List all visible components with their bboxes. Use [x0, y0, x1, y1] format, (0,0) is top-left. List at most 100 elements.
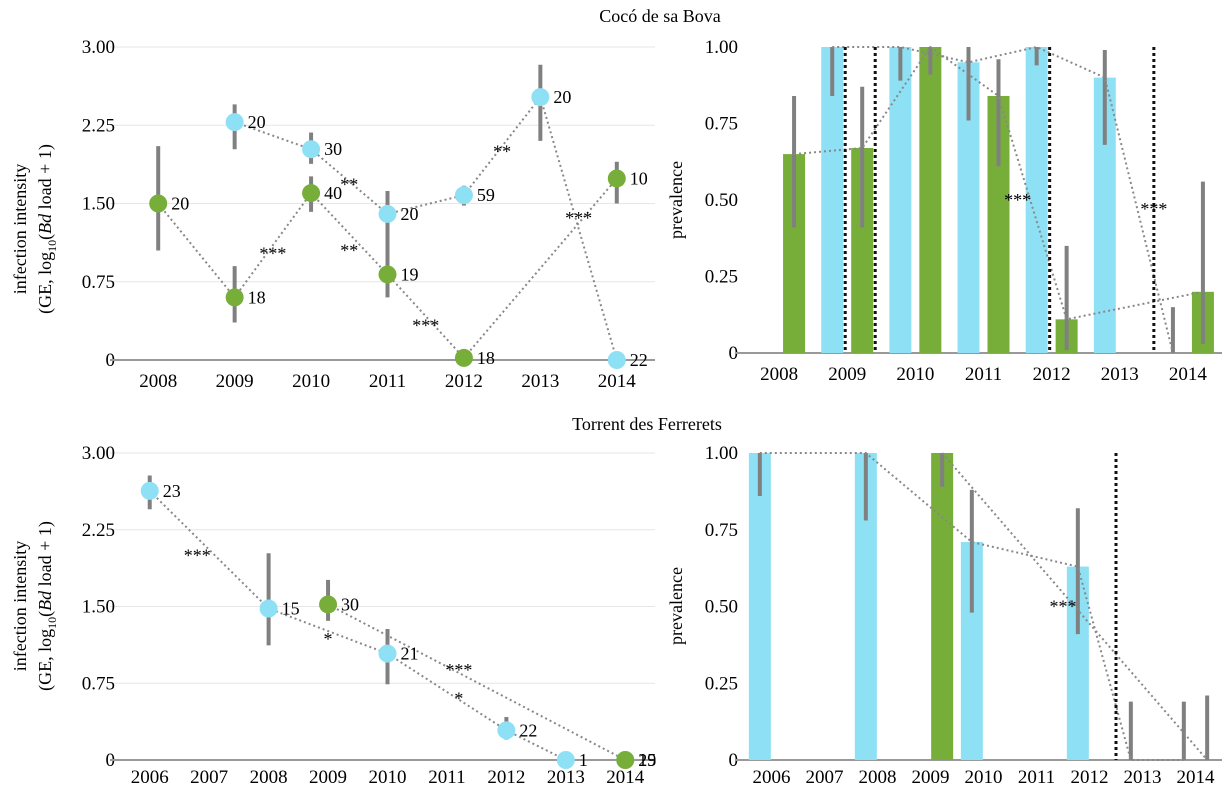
ytick-label: 0.75: [82, 673, 115, 694]
point-blue: [531, 88, 550, 107]
xtick-label: 2009: [912, 767, 950, 788]
significance-label: ***: [412, 316, 439, 336]
ytick-label: 1.00: [705, 37, 738, 58]
data-label: 59: [477, 185, 495, 205]
ytick-label: 3.00: [82, 37, 115, 58]
trend-line-green: [157, 177, 618, 360]
significance-label: **: [340, 175, 358, 195]
xtick-label: 2011: [965, 364, 1002, 385]
ytick-label: 0.50: [705, 190, 738, 211]
xtick-label: 2013: [1124, 767, 1162, 788]
ylabel-intensity-top: infection intensity (GE, log10(Bd load +…: [10, 144, 59, 314]
point-blue: [378, 204, 397, 223]
bar-blue: [960, 542, 983, 760]
trend-line-blue: [832, 45, 1174, 354]
data-label: 10: [630, 168, 648, 188]
ytick-label: 0.25: [705, 267, 738, 288]
bar-green: [851, 147, 874, 353]
ylabel-line1: infection intensity: [10, 541, 30, 671]
bar-blue: [889, 47, 912, 353]
ytick-label: 0.75: [705, 114, 738, 135]
data-label: 18: [248, 287, 266, 307]
significance-label: *: [324, 629, 333, 649]
data-label: 20: [171, 194, 189, 214]
point-green: [607, 169, 626, 188]
xtick-label: 2010: [369, 767, 407, 788]
bar-blue: [1093, 77, 1116, 353]
xtick-label: 2010: [965, 767, 1003, 788]
bar-blue: [1025, 47, 1048, 353]
significance-label: ***: [445, 660, 472, 680]
bar-green: [931, 453, 954, 760]
significance-label: ***: [184, 545, 211, 565]
xtick-label: 2008: [760, 364, 798, 385]
data-label: 15: [638, 750, 656, 770]
data-label: 22: [519, 720, 537, 740]
point-green: [225, 288, 244, 307]
data-label: 1: [579, 750, 588, 770]
data-label: 29: [638, 750, 656, 770]
xtick-label: 2012: [487, 767, 525, 788]
xtick-label: 2014: [606, 767, 645, 788]
data-label: 19: [401, 264, 419, 284]
chart-intensity-coco: 00.751.502.253.0020082009201020112012201…: [82, 37, 655, 392]
point-green: [302, 184, 321, 203]
bar-blue: [1066, 566, 1089, 760]
ytick-label: 0.75: [705, 520, 738, 541]
significance-label: ***: [565, 208, 592, 228]
ytick-label: 0.50: [705, 597, 738, 618]
xtick-label: 2010: [292, 371, 330, 392]
point-green: [454, 348, 473, 367]
point-blue: [259, 599, 278, 618]
trend-line-green: [327, 603, 626, 761]
point-blue: [140, 481, 159, 500]
bar-green: [987, 95, 1010, 354]
significance-label: ***: [1140, 199, 1167, 219]
xtick-label: 2007: [190, 767, 228, 788]
point-blue: [378, 644, 397, 663]
data-label: 20: [553, 87, 571, 107]
ylabel-intensity-bottom: infection intensity (GE, log10(Bd load +…: [10, 521, 59, 691]
xtick-label: 2012: [445, 371, 483, 392]
point-blue: [225, 113, 244, 132]
bar-blue: [854, 453, 877, 760]
significance-label: ***: [1050, 597, 1077, 617]
chart-prevalence-torrent: 0 0.25 0.50 0.75 1.00 2006 2007 2008 2009 2010 201…: [705, 443, 1222, 788]
ytick-label: 3.00: [82, 443, 115, 464]
significance-label: **: [340, 240, 358, 260]
bar-green: [783, 154, 806, 353]
data-label: 22: [630, 350, 648, 370]
xtick-label: 2009: [828, 364, 866, 385]
chart-intensity-torrent: 00.751.502.253.0020062007200820092010201…: [82, 443, 657, 788]
bar-blue: [821, 47, 844, 353]
data-label: 20: [248, 112, 266, 132]
chart-prevalence-coco: 0 0.25 0.50 0.75 1.00 2008 2009 2010 2011 2012 201…: [705, 37, 1222, 385]
ytick-label: 0: [729, 750, 739, 771]
xtick-label: 2008: [250, 767, 288, 788]
title-bottom: Torrent des Ferrerets: [572, 414, 722, 434]
xtick-label: 2014: [1169, 364, 1208, 385]
significance-label: **: [493, 141, 511, 161]
bar-blue: [957, 62, 980, 354]
ytick-label: 0: [729, 343, 739, 364]
data-label: 18: [477, 348, 495, 368]
xtick-label: 2012: [1033, 364, 1071, 385]
bar-blue: [748, 453, 771, 760]
significance-label: *: [454, 689, 463, 709]
xtick-label: 2010: [896, 364, 934, 385]
xtick-label: 2013: [547, 767, 585, 788]
xtick-label: 2006: [753, 767, 791, 788]
point-blue: [556, 751, 575, 769]
data-label: 23: [163, 481, 181, 501]
xtick-label: 2013: [1101, 364, 1139, 385]
trend-line-blue: [148, 490, 567, 761]
data-label: 21: [401, 644, 419, 664]
point-blue: [607, 351, 626, 369]
ylabel-prevalence-top: prevalence: [666, 161, 686, 239]
title-top: Cocó de sa Bova: [599, 6, 720, 26]
point-green: [616, 751, 635, 769]
data-label: 20: [401, 204, 419, 224]
data-label: 30: [341, 594, 359, 614]
xtick-label: 2008: [859, 767, 897, 788]
